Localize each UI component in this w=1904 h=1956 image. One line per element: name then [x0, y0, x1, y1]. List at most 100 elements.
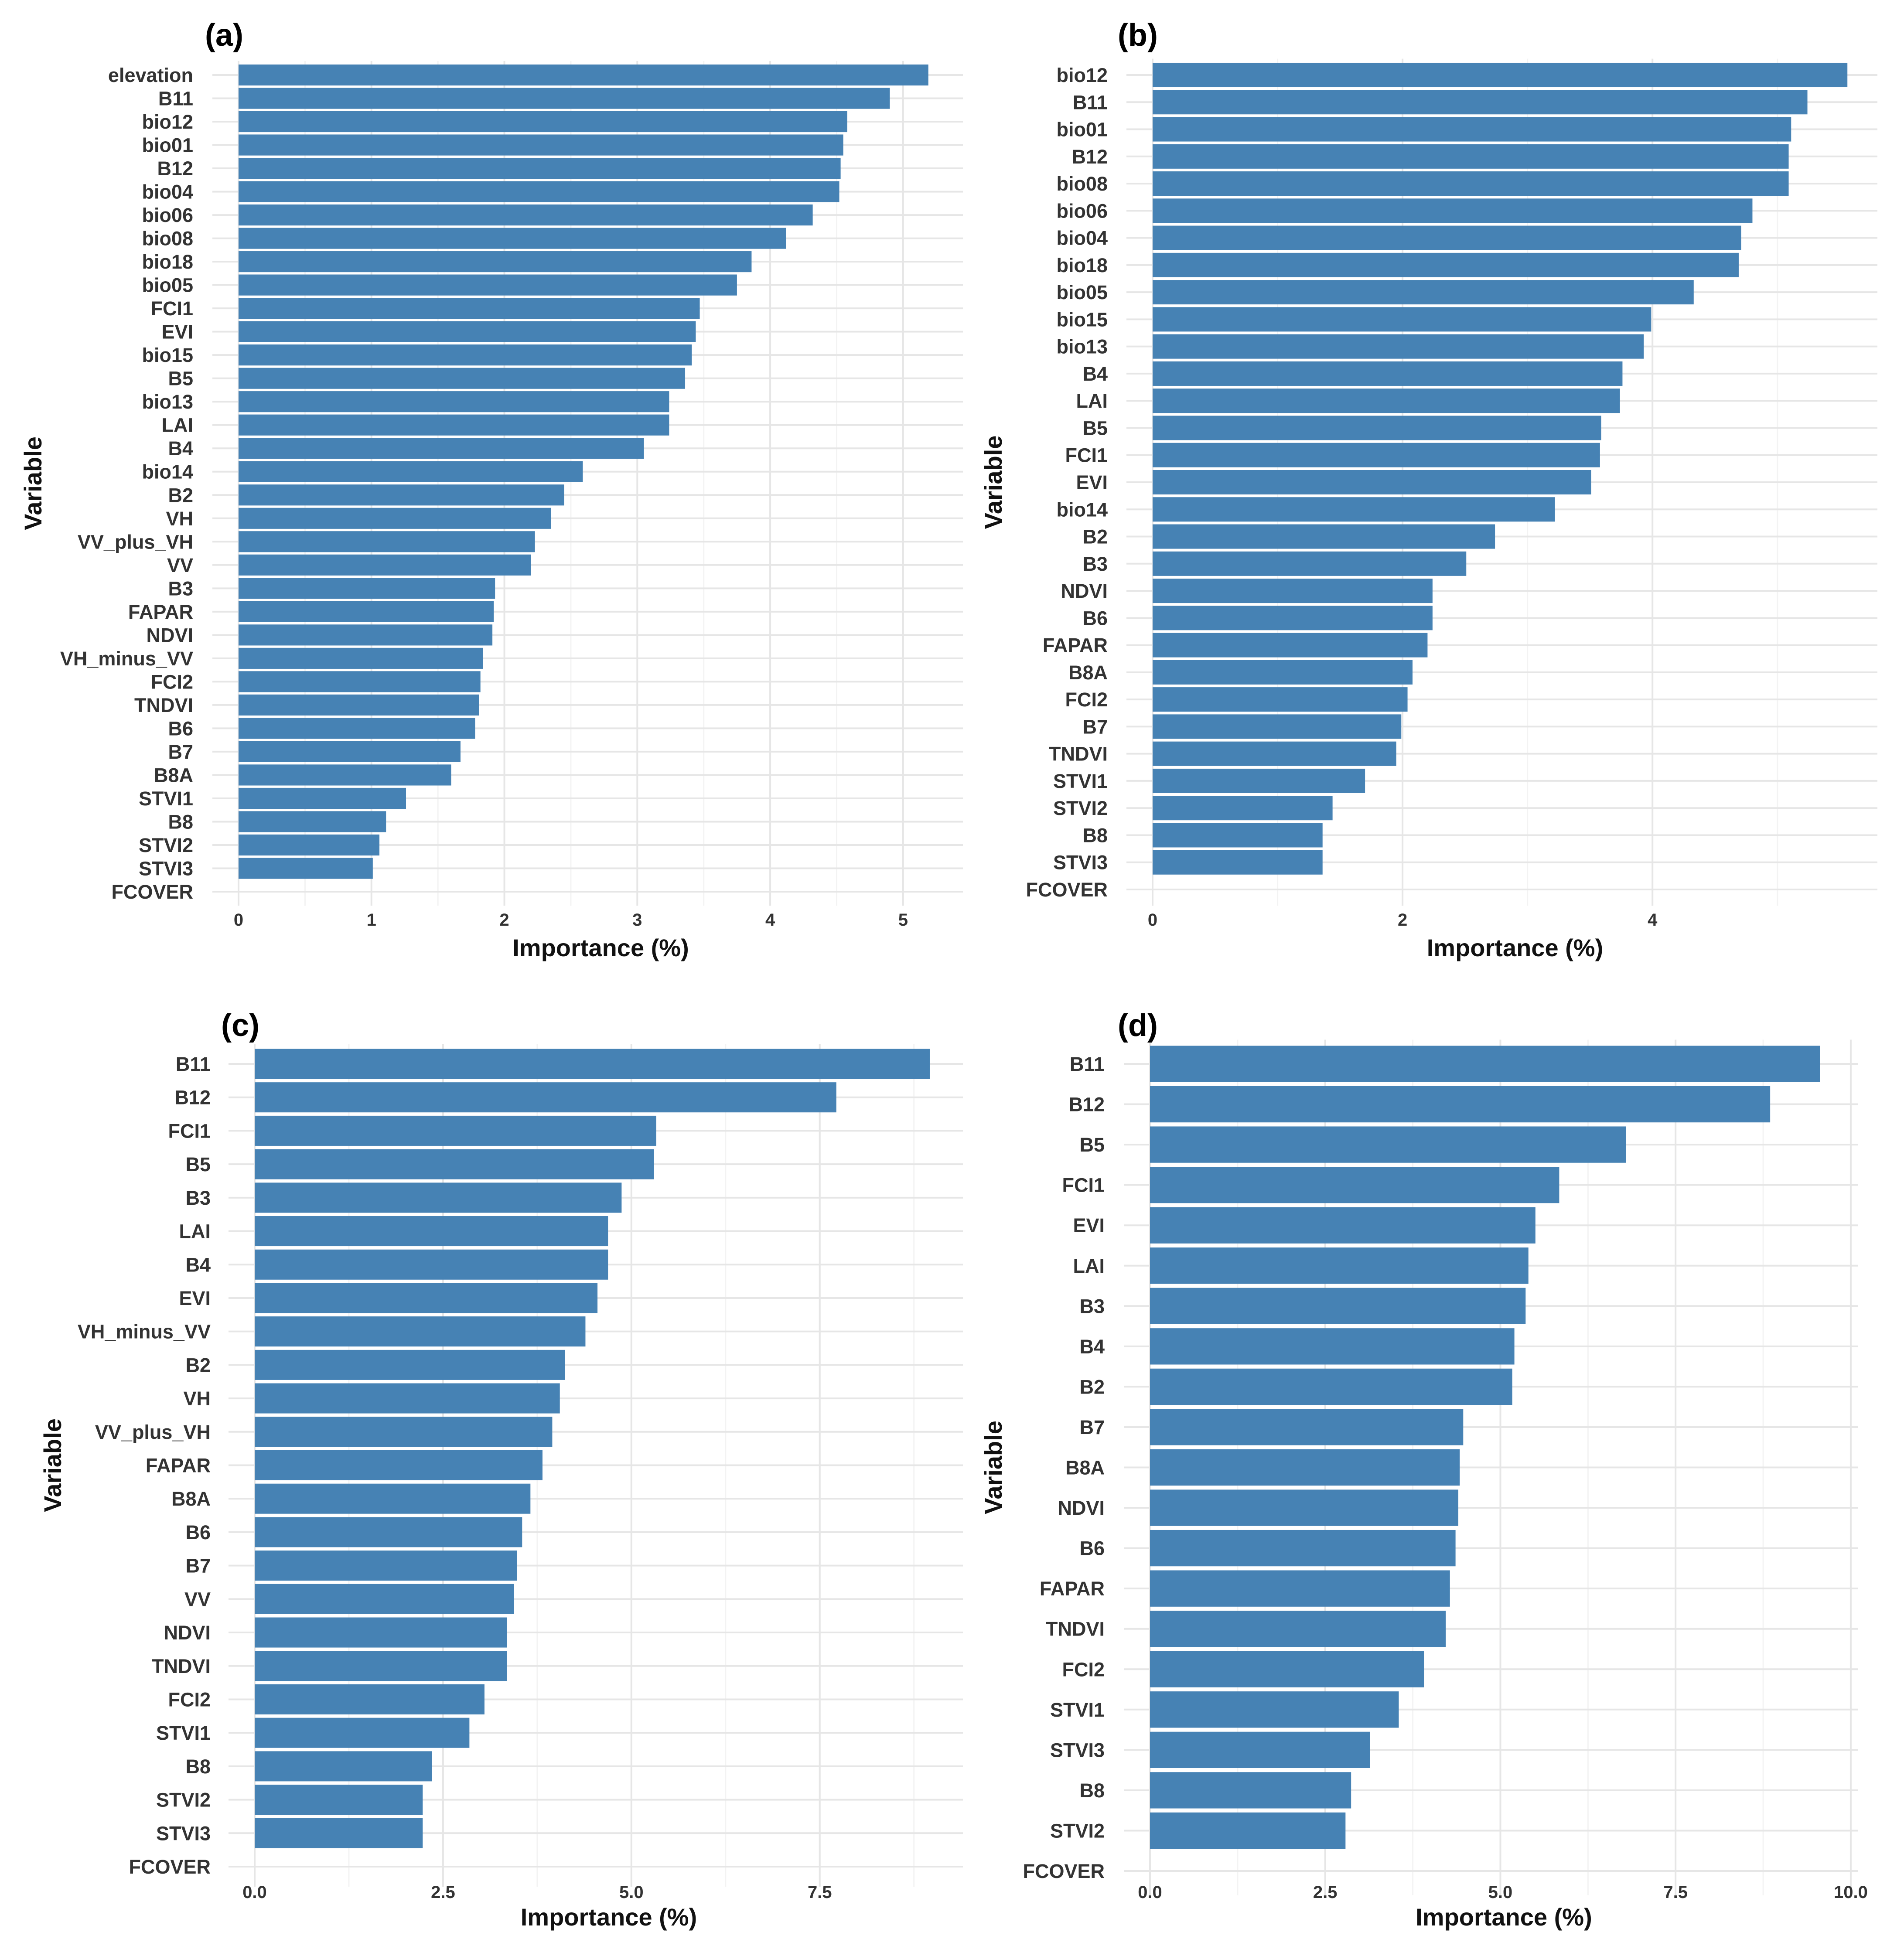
bar-stvi1 — [239, 787, 406, 809]
bar-b11 — [239, 88, 890, 109]
bar-stvi2 — [239, 834, 380, 856]
bars — [1150, 1046, 1820, 1849]
y-tick-label: B7 — [1082, 716, 1108, 738]
bar-bio08 — [239, 228, 786, 249]
bar-evi — [1153, 470, 1591, 495]
bar-elevation — [239, 64, 928, 86]
y-tick-label: FCOVER — [1026, 879, 1108, 901]
bar-b8 — [255, 1751, 432, 1782]
bar-bio04 — [239, 181, 839, 202]
y-tick-label: B7 — [168, 741, 193, 763]
bar-b5 — [1153, 416, 1601, 440]
bar-bio18 — [1153, 252, 1739, 277]
y-tick-label: VH_minus_VV — [60, 647, 193, 670]
bar-b6 — [1153, 606, 1433, 630]
bar-tndvi — [239, 694, 479, 716]
y-tick-label: TNDVI — [134, 694, 193, 716]
y-tick-label: bio15 — [142, 344, 193, 366]
y-axis-title: Variable — [979, 1421, 1007, 1514]
bar-bio05 — [1153, 280, 1694, 305]
y-tick-label: VH_minus_VV — [78, 1321, 211, 1343]
y-tick-label: EVI — [1073, 1214, 1105, 1237]
y-tick-label: NDVI — [146, 624, 193, 646]
x-tick-label: 4 — [765, 910, 775, 930]
bar-b2 — [1150, 1368, 1512, 1405]
x-tick-label: 2.5 — [1313, 1883, 1338, 1902]
bar-b8a — [1150, 1449, 1460, 1486]
x-axis-tick-labels: 0.0 2.5 5.0 7.5 10.0 — [1138, 1883, 1868, 1902]
bar-bio15 — [1153, 307, 1651, 332]
bar-b2 — [1153, 524, 1495, 549]
y-tick-label: B12 — [1071, 146, 1108, 168]
y-tick-label: FCOVER — [1023, 1860, 1105, 1882]
y-tick-label: FCI1 — [1062, 1174, 1105, 1196]
bar-stvi1 — [255, 1717, 470, 1748]
bar-b7 — [255, 1550, 517, 1581]
y-tick-label: bio05 — [142, 274, 193, 296]
x-tick-label: 1 — [367, 910, 376, 930]
y-tick-label: B7 — [1079, 1416, 1105, 1438]
y-tick-label: VV_plus_VH — [95, 1421, 211, 1443]
y-tick-label: B5 — [185, 1153, 211, 1176]
bar-b2 — [239, 484, 564, 506]
y-tick-label: FAPAR — [1040, 1578, 1105, 1600]
bar-b8a — [255, 1483, 531, 1514]
bar-fci1 — [1150, 1167, 1559, 1203]
bar-ndvi — [1150, 1489, 1459, 1526]
bars — [1153, 62, 1848, 875]
y-tick-label: B2 — [185, 1354, 211, 1376]
bar-vh-minus-vv — [239, 647, 483, 669]
y-tick-label: B6 — [1082, 607, 1108, 629]
bar-tndvi — [1150, 1611, 1446, 1647]
bar-b5 — [239, 368, 686, 389]
y-tick-label: STVI1 — [1050, 1699, 1105, 1721]
panel-label: (b) — [1118, 18, 1158, 53]
bar-bio08 — [1153, 171, 1789, 196]
bar-fapar — [1150, 1570, 1450, 1607]
x-axis-tick-labels: 0.0 2.5 5.0 7.5 — [242, 1883, 832, 1902]
bar-lai — [239, 414, 669, 436]
bar-lai — [255, 1216, 608, 1247]
y-tick-label: bio08 — [142, 228, 193, 250]
bar-b11 — [255, 1049, 930, 1079]
bar-bio15 — [239, 344, 692, 366]
x-tick-label: 5.0 — [619, 1883, 644, 1902]
y-axis-labels: bio12 B11 bio01 B12 bio08 bio06 bio04 bio18 bio0… — [1026, 64, 1108, 901]
chart-panel-c: B11 B12 FCI1 B5 B3 LAI B4 EVI VH_minus_VV B2 VH VV_… — [39, 1008, 963, 1931]
bar-ndvi — [255, 1617, 507, 1648]
bar-bio13 — [1153, 334, 1644, 359]
bar-bio14 — [239, 461, 583, 482]
y-tick-label: B8 — [1079, 1779, 1105, 1802]
y-tick-label: B2 — [168, 484, 193, 506]
x-tick-label: 0 — [1148, 910, 1157, 930]
x-axis-title: Importance (%) — [521, 1903, 697, 1931]
y-tick-label: B5 — [168, 368, 193, 390]
y-tick-label: bio12 — [142, 111, 193, 133]
y-tick-label: B12 — [157, 157, 193, 180]
bar-ndvi — [1153, 579, 1433, 603]
bar-fapar — [1153, 633, 1428, 658]
y-tick-label: bio06 — [1056, 200, 1108, 222]
bar-evi — [255, 1283, 598, 1313]
y-tick-label: bio15 — [1056, 308, 1108, 331]
y-tick-label: STVI1 — [156, 1722, 211, 1744]
bar-b3 — [1153, 551, 1467, 576]
bar-b3 — [255, 1182, 622, 1213]
y-tick-label: NDVI — [1058, 1497, 1105, 1519]
bar-b3 — [239, 578, 495, 599]
bar-b4 — [1150, 1328, 1515, 1365]
bar-stvi3 — [255, 1818, 423, 1848]
y-tick-label: B3 — [185, 1187, 211, 1209]
x-axis-title: Importance (%) — [512, 934, 689, 961]
y-tick-label: B2 — [1079, 1376, 1105, 1398]
y-tick-label: STVI2 — [139, 834, 193, 856]
bar-fci2 — [1153, 687, 1408, 712]
y-tick-label: B12 — [1068, 1094, 1105, 1116]
y-tick-label: NDVI — [1061, 580, 1108, 602]
x-axis-title: Importance (%) — [1427, 934, 1604, 961]
y-tick-label: FAPAR — [128, 601, 193, 623]
bars — [239, 64, 928, 879]
bar-b4 — [255, 1249, 608, 1280]
bar-b8 — [1150, 1772, 1351, 1809]
